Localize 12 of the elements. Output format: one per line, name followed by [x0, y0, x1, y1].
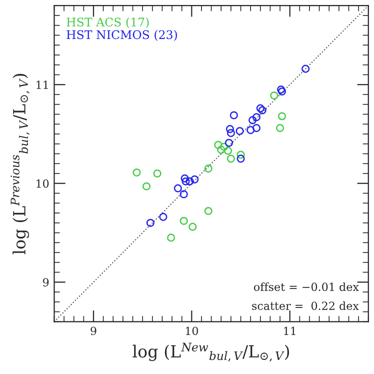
x-tick-label: 10 — [186, 326, 198, 336]
y-tick-label: 11 — [36, 80, 48, 89]
annotation: offset = −0.01 dex — [254, 282, 359, 292]
x-axis-title: log (L$^{New}$$_{bul,V}$/L$_{⊙,V}$) — [132, 342, 290, 362]
y-tick-label: 9 — [43, 278, 49, 287]
text: HST ACS (17) — [66, 17, 149, 28]
annotation: scatter = 0.22 dex — [252, 301, 359, 310]
text: HST NICMOS (23) — [66, 30, 177, 41]
y-axis-title: log (L$^{Previous}$$_{bul,V}$/L$_{⊙,V}$) — [10, 74, 30, 254]
x-tick-label: 9 — [90, 326, 96, 336]
x-tick-label: 11 — [284, 326, 296, 335]
y-tick-label: 10 — [36, 179, 49, 188]
